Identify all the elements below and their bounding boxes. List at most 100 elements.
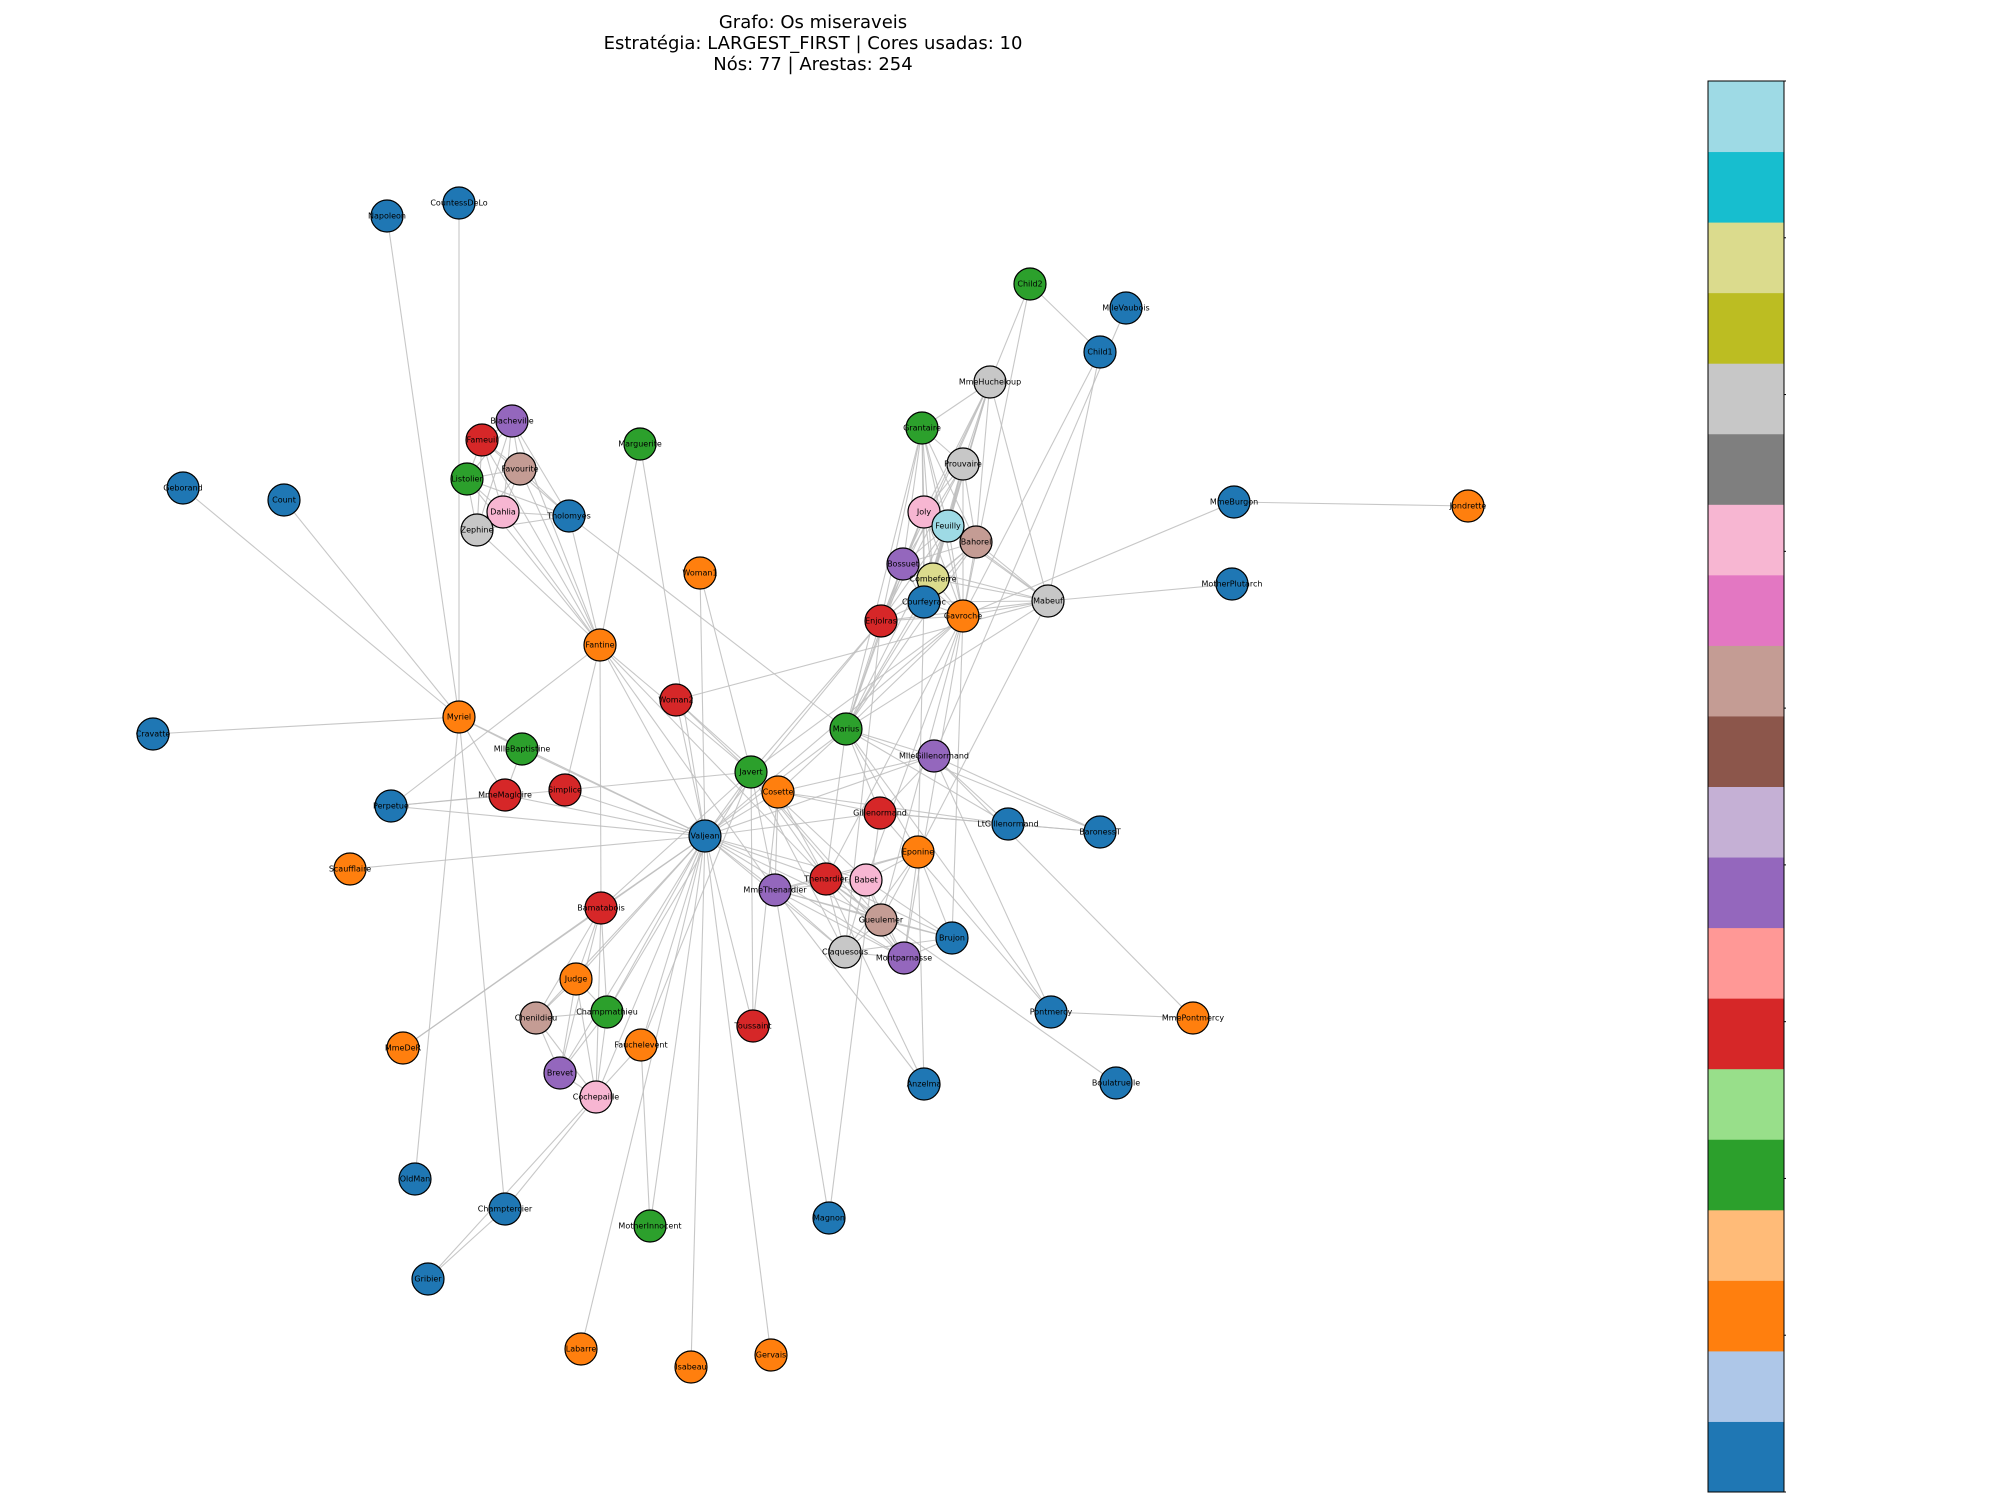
edge-Valjean-Simplice	[564, 789, 706, 837]
node-Bahorel: Bahorel	[959, 525, 993, 559]
node-circle	[590, 995, 624, 1029]
node-Dahlia: Dahlia	[486, 495, 520, 529]
node-circle	[488, 778, 522, 812]
edge-Fantine-MmeThenardier	[599, 644, 776, 891]
edge-Javert-Toussaint	[750, 771, 754, 1027]
colorbar-segment	[1708, 363, 1784, 435]
edge-Thenardier-Anzelma	[825, 878, 925, 1085]
node-circle	[1034, 995, 1068, 1029]
edge-Marius-Courfeyrac	[845, 601, 925, 730]
node-circle	[623, 427, 657, 461]
edge-Marius-Feuilly	[845, 525, 949, 730]
colorbar-segment	[1708, 504, 1784, 576]
edge-Gavroche-MmeBurgon	[962, 501, 1235, 617]
edge-Combeferre-Mabeuf	[932, 578, 1049, 602]
node-label: Champmathieu	[576, 1008, 638, 1017]
edge-Thenardier-Gavroche	[825, 615, 964, 880]
edge-Marguerite-Valjean	[639, 443, 706, 837]
edge-Fantine-Favourite	[519, 468, 601, 646]
node-circle	[659, 683, 693, 717]
edge-Bamatabois-Champmathieu	[600, 907, 608, 1013]
node-label: Cosette	[763, 788, 794, 797]
figure-title: Grafo: Os miseraveis Estratégia: LARGEST…	[0, 12, 1626, 75]
edge-LtGillenormand-Marius	[845, 728, 1009, 825]
node-label: Dahlia	[490, 508, 516, 517]
edge-MlleGillenormand-Pontmercy	[933, 755, 1052, 1013]
edge-Valjean-Cochepaille	[595, 835, 706, 1098]
node-CountessDeLo: CountessDeLo	[430, 186, 488, 220]
node-Prouvaire: Prouvaire	[944, 447, 982, 481]
node-label: Chenildieu	[515, 1014, 557, 1023]
node-label: Babet	[854, 876, 878, 885]
node-circle	[864, 604, 898, 638]
node-label: Gribier	[414, 1275, 442, 1284]
node-MlleVaubois: MlleVaubois	[1102, 291, 1150, 325]
node-label: Myriel	[447, 713, 471, 722]
edge-Valjean-Champmathieu	[606, 835, 706, 1013]
edge-Brujon-Gavroche	[951, 615, 964, 939]
node-circle	[136, 717, 170, 751]
node-Chenildieu: Chenildieu	[515, 1001, 557, 1035]
edge-Marius-Grantaire	[845, 427, 923, 730]
node-circle	[486, 495, 520, 529]
edge-Montparnasse-Gavroche	[903, 615, 964, 959]
node-MmeBurgon: MmeBurgon	[1210, 485, 1258, 519]
edge-Fantine-Perpetue	[390, 644, 601, 807]
node-circle	[166, 471, 200, 505]
edge-Bossuet-Grantaire	[902, 427, 923, 565]
edge-Fauchelevent-MotherInnocent	[640, 1044, 651, 1227]
node-label: Favourite	[501, 465, 538, 474]
node-Woman1: Woman1	[682, 556, 718, 590]
edge-Javert-Woman2	[675, 699, 752, 773]
node-circle	[411, 1262, 445, 1296]
node-circle	[503, 452, 537, 486]
node-circle	[754, 1338, 788, 1372]
node-Toussaint: Toussaint	[733, 1009, 772, 1043]
edge-MmeThenardier-Anzelma	[774, 889, 925, 1085]
node-MlleBaptistine: MlleBaptistine	[494, 732, 550, 766]
node-label: Child1	[1087, 348, 1112, 357]
edge-Cravatte-Myriel	[152, 716, 460, 735]
edge-Geborand-Myriel	[182, 487, 460, 718]
title-line-graph-name: Grafo: Os miseraveis	[718, 12, 908, 33]
node-circle	[946, 447, 980, 481]
node-label: Brujon	[939, 934, 965, 943]
node-MlleGillenormand: MlleGillenormand	[899, 739, 969, 773]
edge-MmeThenardier-Javert	[750, 771, 776, 891]
node-Tholomyes: Tholomyes	[546, 499, 591, 533]
node-circle	[674, 1350, 708, 1384]
node-label: Gervais	[756, 1351, 786, 1360]
node-circle	[370, 199, 404, 233]
node-label: Blacheville	[490, 417, 533, 426]
node-circle	[386, 1031, 420, 1065]
edge-Marius-Tholomyes	[568, 515, 847, 730]
node-circle	[917, 739, 951, 773]
node-label: MmePontmercy	[1162, 1014, 1224, 1023]
node-Champmathieu: Champmathieu	[576, 995, 638, 1029]
edge-Eponine-Montparnasse	[903, 851, 919, 959]
node-Eponine: Eponine	[901, 835, 935, 869]
node-circle	[1099, 1066, 1133, 1100]
colorbar-segment	[1708, 1421, 1784, 1493]
node-label: Fameuil	[467, 436, 498, 445]
node-Thenardier: Thenardier	[803, 862, 848, 896]
node-Fameuil: Fameuil	[465, 423, 499, 457]
edge-Enjolras-Prouvaire	[880, 463, 964, 622]
node-circle	[1451, 489, 1485, 523]
edge-MmeThenardier-Eponine	[774, 851, 919, 891]
node-circle	[946, 599, 980, 633]
colorbar-segment	[1708, 645, 1784, 717]
edge-Fauchelevent-Gribier	[427, 1044, 642, 1280]
edge-Child2-MmeHucheloup	[989, 283, 1031, 383]
edge-Champtercier-Gribier	[427, 1208, 506, 1280]
node-circle	[1215, 567, 1249, 601]
node-MotherInnocent: MotherInnocent	[618, 1209, 682, 1243]
node-Brevet: Brevet	[543, 1056, 577, 1090]
edge-Bamatabois-Chenildieu	[535, 907, 602, 1019]
edge-Fauchelevent-Valjean	[640, 835, 706, 1046]
node-MmeThenardier: MmeThenardier	[743, 873, 807, 907]
node-circle	[1013, 267, 1047, 301]
edge-Gervais-Valjean	[704, 835, 772, 1356]
node-label: Labarre	[566, 1345, 597, 1354]
node-circle	[959, 525, 993, 559]
